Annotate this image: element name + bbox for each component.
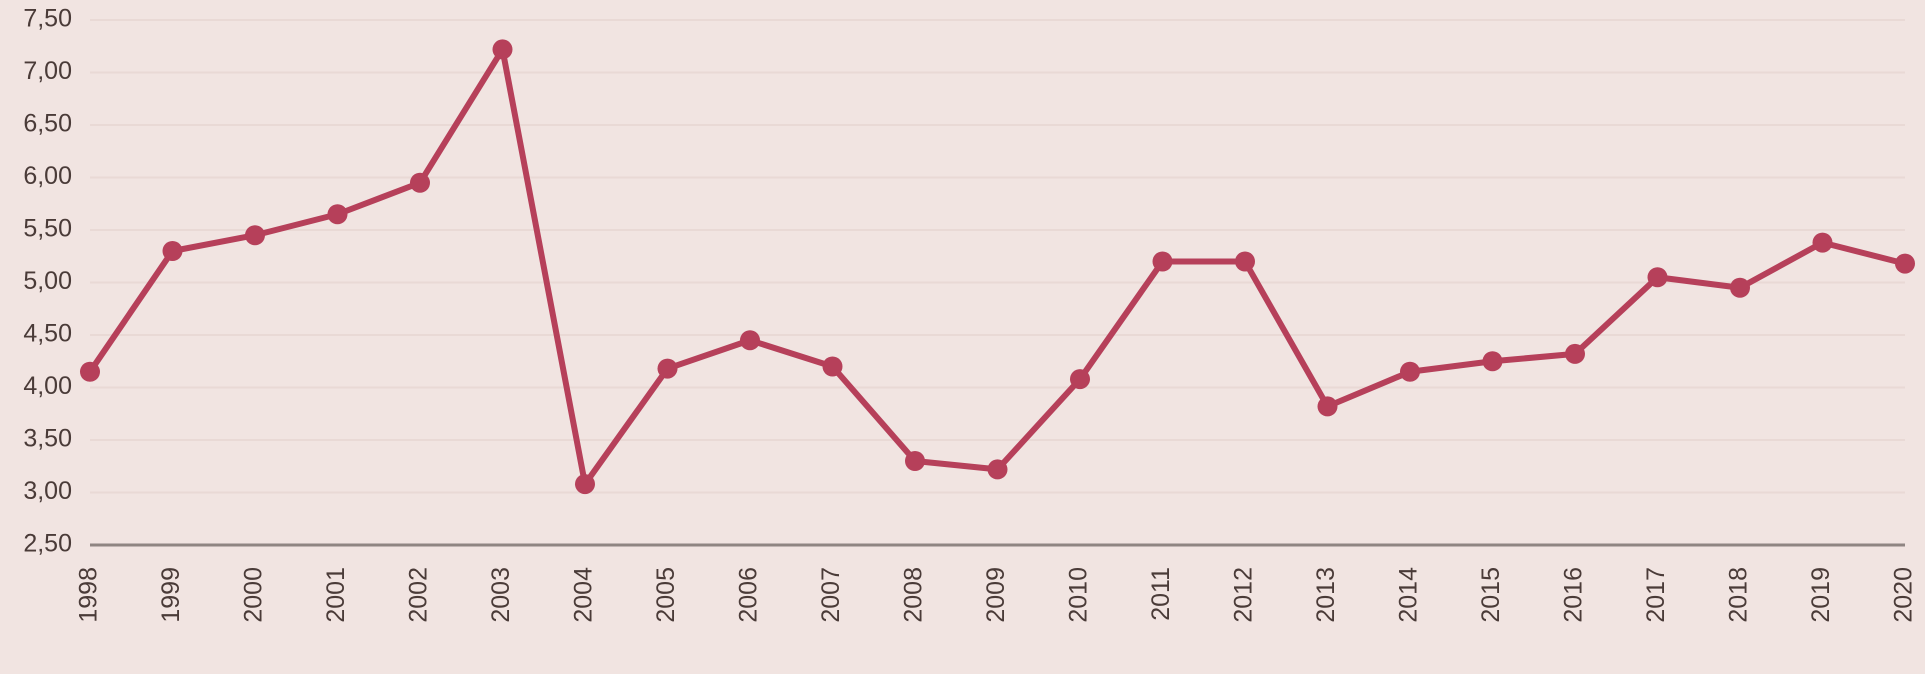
data-point <box>740 330 760 350</box>
y-axis-tick-label: 2,50 <box>23 530 72 558</box>
x-axis-tick-label: 2015 <box>1477 567 1505 623</box>
data-point <box>1730 278 1750 298</box>
x-axis-tick-label: 2006 <box>735 567 763 623</box>
y-axis-tick-label: 3,50 <box>23 425 72 453</box>
x-axis-tick-label: 2014 <box>1395 567 1423 623</box>
data-point <box>1235 252 1255 272</box>
y-axis-tick-label: 7,00 <box>23 57 72 85</box>
data-point <box>823 357 843 377</box>
data-point <box>575 474 595 494</box>
x-axis-tick-label: 1998 <box>75 567 103 623</box>
x-axis-tick-label: 2012 <box>1230 567 1258 623</box>
x-axis-tick-label: 2013 <box>1312 567 1340 623</box>
x-axis-tick-label: 2001 <box>322 567 350 623</box>
data-point <box>905 451 925 471</box>
y-axis-tick-label: 4,50 <box>23 320 72 348</box>
y-axis-tick-label: 6,50 <box>23 110 72 138</box>
data-point <box>1153 252 1173 272</box>
x-axis-tick-label: 2002 <box>405 567 433 623</box>
y-axis-tick-label: 3,00 <box>23 477 72 505</box>
x-axis-tick-label: 2016 <box>1560 567 1588 623</box>
data-point <box>1483 351 1503 371</box>
data-point <box>163 241 183 261</box>
y-axis-tick-label: 5,00 <box>23 267 72 295</box>
y-axis-tick-label: 5,50 <box>23 215 72 243</box>
data-point <box>1813 233 1833 253</box>
x-axis-tick-label: 2008 <box>900 567 928 623</box>
data-point <box>245 225 265 245</box>
x-axis-tick-label: 2010 <box>1065 567 1093 623</box>
data-point <box>988 459 1008 479</box>
x-axis-tick-label: 2017 <box>1642 567 1670 623</box>
data-point <box>1648 267 1668 287</box>
x-axis-tick-label: 2018 <box>1725 567 1753 623</box>
x-axis-tick-label: 2004 <box>570 567 598 623</box>
y-axis-tick-label: 4,00 <box>23 372 72 400</box>
x-axis-tick-label: 2005 <box>652 567 680 623</box>
data-point <box>1070 369 1090 389</box>
x-axis-tick-label: 2019 <box>1807 567 1835 623</box>
data-point <box>1400 362 1420 382</box>
x-axis-tick-label: 2007 <box>817 567 845 623</box>
data-point <box>1565 344 1585 364</box>
x-axis-tick-label: 2009 <box>982 567 1010 623</box>
data-point <box>410 173 430 193</box>
y-axis-tick-label: 7,50 <box>23 5 72 33</box>
line-chart: 2,50 3,00 3,50 4,00 4,50 5,00 5,50 6,00 6,50 7,00… <box>0 0 1925 674</box>
data-point <box>80 362 100 382</box>
y-axis-tick-label: 6,00 <box>23 162 72 190</box>
x-axis-tick-label: 2011 <box>1147 567 1175 621</box>
data-point <box>328 204 348 224</box>
x-axis-tick-label: 2003 <box>487 567 515 623</box>
x-axis-tick-label: 1999 <box>157 567 185 623</box>
x-axis-tick-label: 2000 <box>240 567 268 623</box>
data-point <box>1318 396 1338 416</box>
data-point <box>658 359 678 379</box>
x-axis-tick-label: 2020 <box>1890 567 1918 623</box>
data-point <box>493 39 513 59</box>
data-point <box>1895 254 1915 274</box>
